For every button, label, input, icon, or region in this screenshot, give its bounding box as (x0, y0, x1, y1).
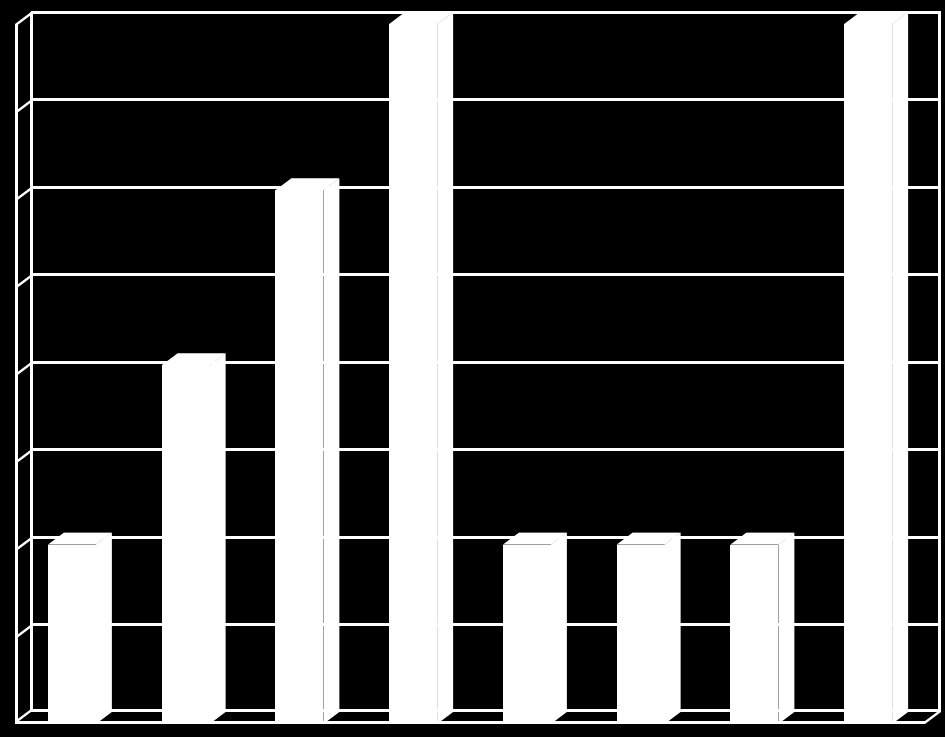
bar-chart (15, 12, 941, 724)
bar-side-8 (15, 12, 941, 724)
